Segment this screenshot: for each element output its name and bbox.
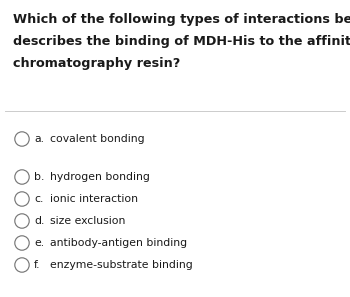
Text: covalent bonding: covalent bonding [50, 134, 145, 144]
Text: enzyme-substrate binding: enzyme-substrate binding [50, 260, 193, 270]
Text: chromatography resin?: chromatography resin? [13, 57, 180, 70]
Text: antibody-antigen binding: antibody-antigen binding [50, 238, 187, 248]
Text: e.: e. [34, 238, 44, 248]
Text: a.: a. [34, 134, 44, 144]
Text: size exclusion: size exclusion [50, 216, 125, 226]
Text: describes the binding of MDH-His to the affinity: describes the binding of MDH-His to the … [13, 35, 350, 48]
Text: f.: f. [34, 260, 41, 270]
Text: ionic interaction: ionic interaction [50, 194, 138, 204]
Text: hydrogen bonding: hydrogen bonding [50, 172, 150, 182]
Text: c.: c. [34, 194, 43, 204]
Text: b.: b. [34, 172, 44, 182]
Text: Which of the following types of interactions best: Which of the following types of interact… [13, 13, 350, 26]
Text: d.: d. [34, 216, 44, 226]
